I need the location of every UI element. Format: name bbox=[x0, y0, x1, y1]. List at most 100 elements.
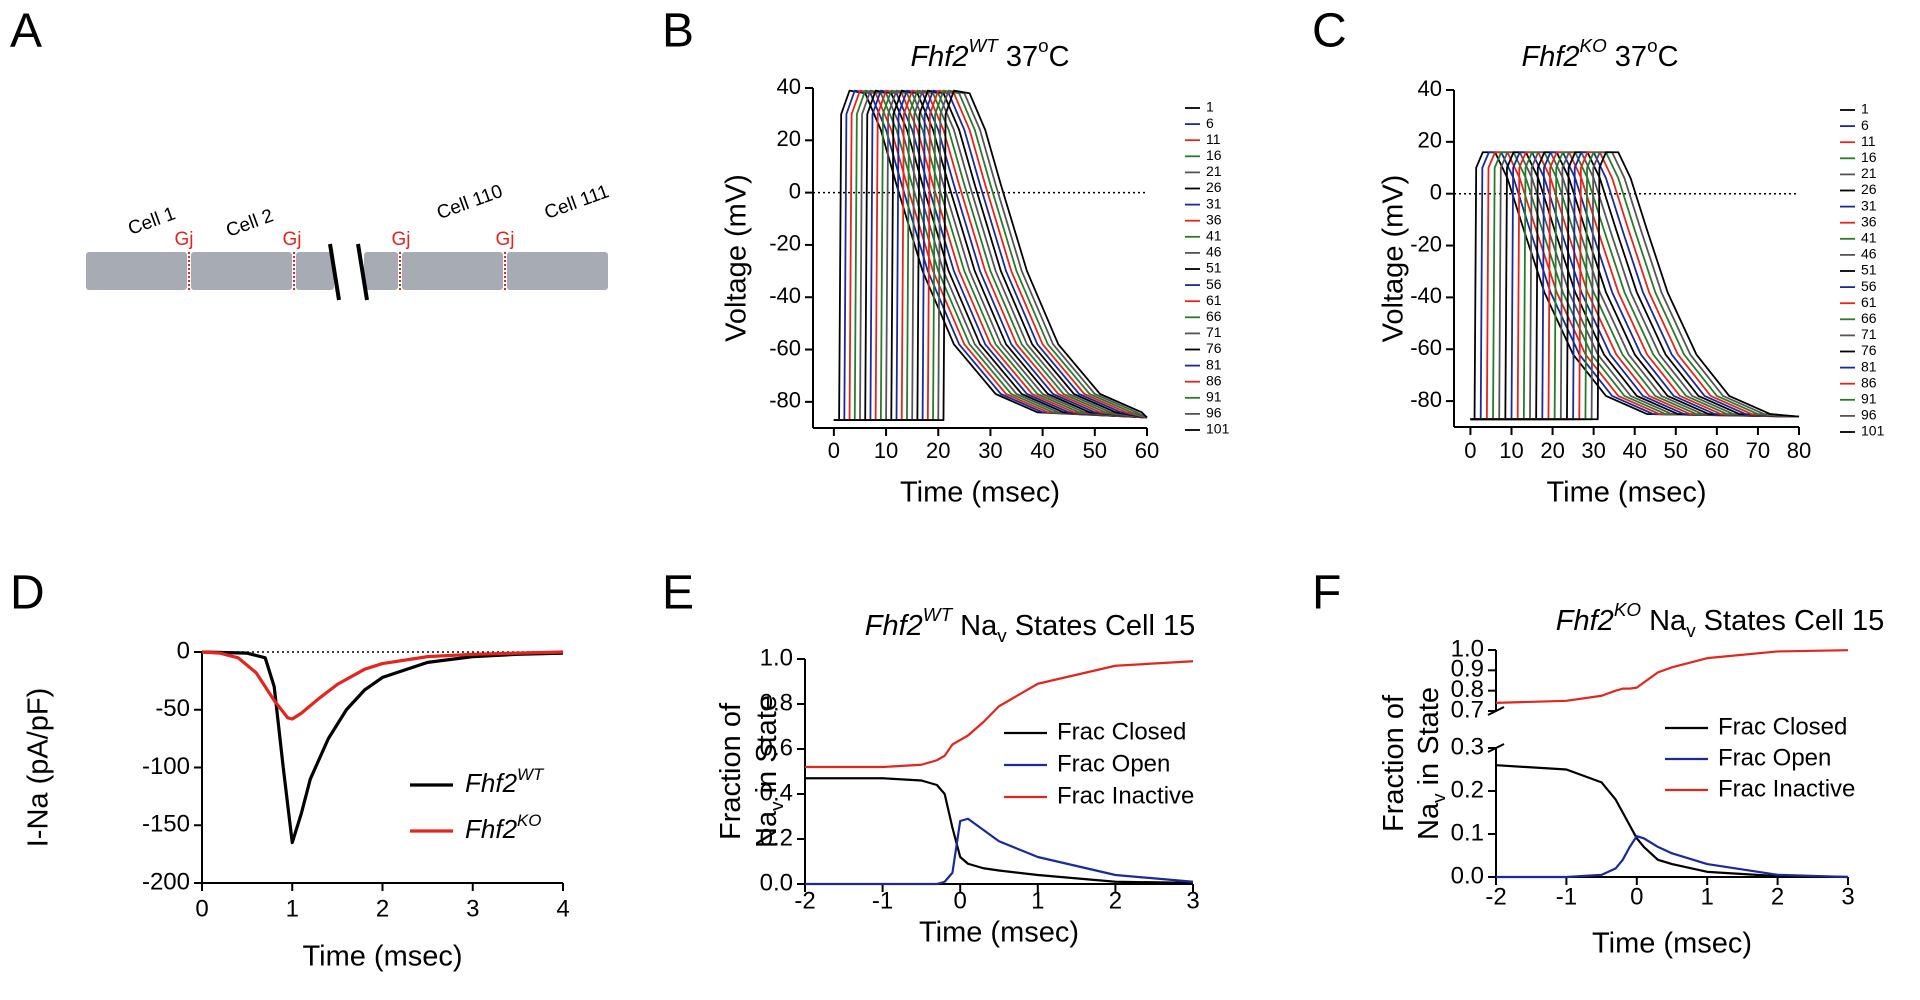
data-line bbox=[1470, 151, 1800, 421]
legend-label: 21 bbox=[1861, 165, 1877, 181]
y-tick-label: 0.9 bbox=[1451, 656, 1484, 683]
data-line bbox=[1470, 151, 1800, 421]
legend-label: 101 bbox=[1206, 421, 1230, 437]
data-line bbox=[1470, 151, 1800, 421]
text-segment: 37 bbox=[998, 41, 1038, 73]
y-tick-label: 1.0 bbox=[1451, 635, 1484, 662]
x-tick-label: 1 bbox=[286, 895, 299, 922]
legend-label: 6 bbox=[1861, 117, 1869, 133]
x-tick-label: 1 bbox=[1701, 883, 1714, 910]
data-line bbox=[805, 777, 1194, 884]
x-tick-label: 70 bbox=[1746, 438, 1770, 463]
x-tick-label: 10 bbox=[1499, 438, 1523, 463]
text-segment: in State bbox=[751, 695, 783, 801]
panel-label: B bbox=[662, 5, 694, 58]
y-tick-label: 40 bbox=[1418, 76, 1442, 101]
chart-title: Fhf2WT Nav States Cell 15 bbox=[865, 604, 1196, 646]
y-tick-label: -20 bbox=[1410, 231, 1442, 256]
legend-label: 31 bbox=[1206, 195, 1222, 211]
x-tick-label: 0 bbox=[1464, 438, 1476, 463]
legend-label: 91 bbox=[1861, 391, 1877, 407]
panel-label: E bbox=[662, 567, 694, 620]
y-axis-label: Voltage (mV) bbox=[1378, 175, 1410, 343]
y-tick-label: -100 bbox=[142, 753, 190, 780]
text-segment: v bbox=[766, 801, 787, 811]
panel-label: C bbox=[1312, 5, 1347, 58]
y-axis-label: Nav in State bbox=[1413, 687, 1450, 840]
y-tick-label: -150 bbox=[142, 811, 190, 838]
legend-label: 71 bbox=[1206, 324, 1222, 340]
y-axis-label: Fraction of bbox=[715, 702, 747, 840]
panel-label: D bbox=[10, 567, 45, 620]
text-segment: Fhf2 bbox=[465, 814, 518, 844]
y-tick-label: -40 bbox=[769, 283, 801, 308]
x-tick-label: -1 bbox=[1556, 883, 1577, 910]
panel-label: A bbox=[10, 5, 42, 58]
y-tick-label: 0 bbox=[177, 637, 190, 664]
data-line bbox=[833, 89, 1148, 422]
legend-label: 36 bbox=[1206, 211, 1222, 227]
y-tick-label: 0.3 bbox=[1451, 733, 1484, 760]
junction-label: Gj bbox=[392, 229, 411, 250]
legend-label: 101 bbox=[1861, 423, 1885, 439]
chart-panel: B Fhf2WT 37oC -80 -60 -40 -20 0 20 40 0 10 20 30 40 50… bbox=[662, 5, 1230, 509]
text-segment: Fhf2 bbox=[910, 41, 968, 73]
y-tick-label: 20 bbox=[777, 126, 801, 151]
chart-title: Fhf2WT 37oC bbox=[910, 35, 1069, 72]
y-tick-label: 0 bbox=[1430, 180, 1442, 205]
legend-label: 96 bbox=[1206, 405, 1222, 421]
text-segment: States Cell 15 bbox=[1007, 610, 1196, 642]
x-axis-label: Time (msec) bbox=[919, 917, 1079, 949]
x-tick-label: 30 bbox=[1581, 438, 1605, 463]
legend-label: 11 bbox=[1206, 131, 1221, 147]
data-line bbox=[833, 89, 1148, 422]
x-tick-label: 3 bbox=[466, 895, 479, 922]
text-segment: Fraction of bbox=[715, 702, 747, 840]
text-segment: C bbox=[1049, 41, 1070, 73]
legend-label: 86 bbox=[1861, 374, 1877, 390]
y-tick-label: -80 bbox=[769, 388, 801, 413]
data-line bbox=[833, 89, 1148, 422]
y-tick-label: 1.0 bbox=[760, 644, 793, 671]
y-tick-label: 0.8 bbox=[760, 689, 793, 716]
y-axis-label: Fraction of bbox=[1378, 694, 1410, 832]
y-tick-label: 0.2 bbox=[1451, 776, 1484, 803]
data-line bbox=[833, 89, 1148, 422]
legend-label: 16 bbox=[1206, 147, 1222, 163]
legend-label: 11 bbox=[1861, 133, 1876, 149]
text-segment: KO bbox=[1614, 599, 1642, 620]
y-tick-label: 0 bbox=[789, 178, 801, 203]
x-tick-label: 0 bbox=[195, 895, 208, 922]
x-tick-label: 3 bbox=[1186, 887, 1199, 914]
cell bbox=[507, 252, 608, 290]
cell-label: Cell 111 bbox=[542, 181, 612, 224]
data-line bbox=[1470, 151, 1800, 421]
y-tick-label: 0.1 bbox=[1451, 819, 1484, 846]
junction-label: Gj bbox=[496, 229, 515, 250]
legend-label: 36 bbox=[1861, 213, 1877, 229]
legend-label: 46 bbox=[1206, 244, 1222, 260]
y-tick-label: 0.0 bbox=[1451, 862, 1484, 889]
x-tick-label: 0 bbox=[954, 887, 967, 914]
data-line bbox=[201, 650, 564, 845]
y-axis-label: Voltage (mV) bbox=[721, 174, 753, 342]
data-line bbox=[833, 89, 1148, 422]
data-line bbox=[201, 650, 564, 721]
data-line bbox=[1495, 649, 1849, 704]
text-segment: Na bbox=[952, 610, 998, 642]
x-tick-label: 2 bbox=[376, 895, 389, 922]
data-line bbox=[1470, 151, 1800, 421]
x-tick-label: -2 bbox=[794, 887, 815, 914]
text-segment: o bbox=[1647, 35, 1657, 56]
legend-label: 26 bbox=[1206, 179, 1222, 195]
x-tick-label: 2 bbox=[1771, 883, 1784, 910]
text-segment: v bbox=[1428, 793, 1449, 803]
text-segment: WT bbox=[923, 604, 954, 625]
legend-label: Frac Closed bbox=[1057, 718, 1186, 745]
data-line bbox=[1470, 151, 1800, 421]
y-axis-label: I-Na (pA/pF) bbox=[23, 688, 55, 848]
legend-label: Frac Inactive bbox=[1057, 782, 1194, 809]
legend-label: 96 bbox=[1861, 407, 1877, 423]
